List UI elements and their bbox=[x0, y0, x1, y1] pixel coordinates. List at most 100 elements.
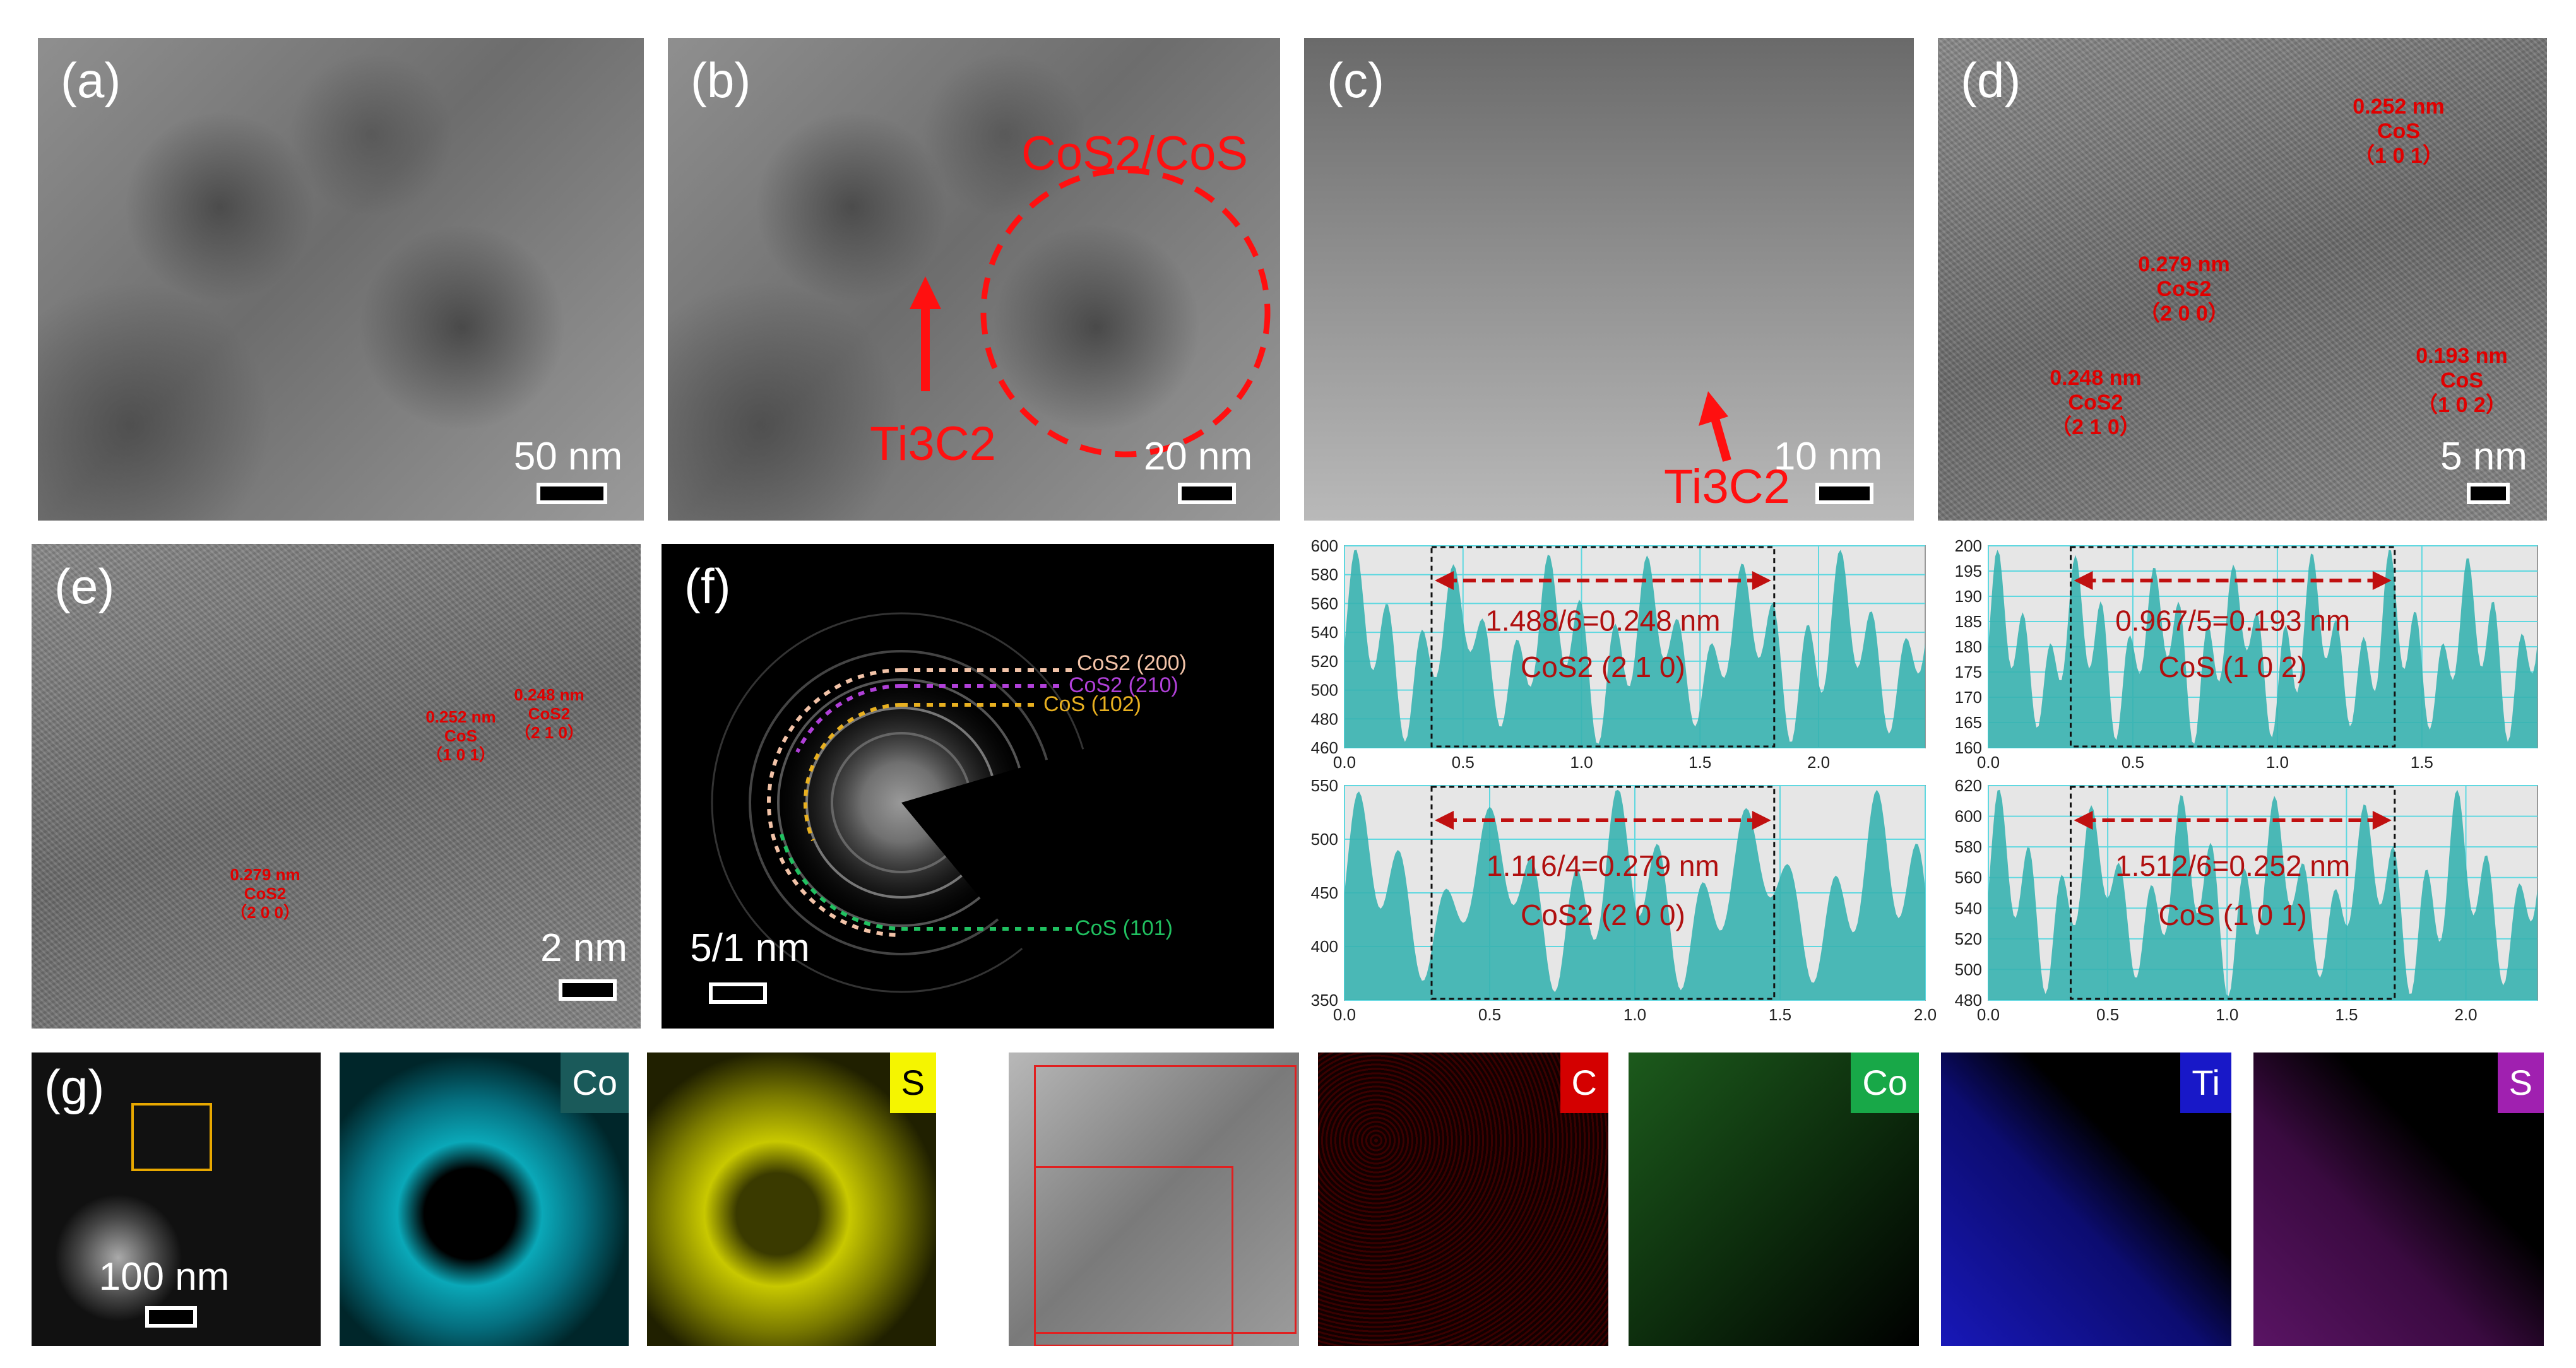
x-tick-label: 1.0 bbox=[2216, 1005, 2238, 1024]
y-tick-label: 190 bbox=[1955, 587, 1982, 606]
panel-f: (f) CoS2 (200) CoS2 (210) CoS (102) CoS … bbox=[662, 544, 1274, 1029]
scale-bar bbox=[537, 483, 607, 504]
panel-a: (a) 50 nm bbox=[38, 38, 644, 521]
x-tick-label: 0.5 bbox=[1478, 1005, 1501, 1024]
lattice-annotation: 0.248 nm CoS2 （2 1 0） bbox=[2050, 366, 2142, 440]
sem-image bbox=[1009, 1053, 1299, 1346]
panel-label: (f) bbox=[684, 558, 731, 614]
ring-label: CoS2 (210) bbox=[1069, 673, 1178, 697]
x-tick-label: 1.0 bbox=[2266, 753, 2289, 772]
map-co-2: Co bbox=[1629, 1053, 1919, 1346]
panel-label: (g) bbox=[44, 1059, 105, 1115]
profile-area bbox=[1988, 789, 2537, 1000]
map-s: S bbox=[647, 1053, 936, 1346]
ring-label: CoS (102) bbox=[1043, 692, 1141, 716]
measure-formula: 1.116/4=0.279 nm bbox=[1487, 849, 1719, 882]
panel-label: (a) bbox=[61, 52, 121, 108]
y-tick-label: 480 bbox=[1311, 709, 1338, 728]
lattice-annotation: 0.279 nm CoS2 （2 0 0） bbox=[2138, 252, 2230, 326]
panel-b: (b) CoS2/CoS Ti3C2 20 nm bbox=[668, 38, 1280, 521]
y-tick-label: 350 bbox=[1311, 991, 1338, 1010]
arrow-head bbox=[1752, 571, 1771, 590]
element-tag: Co bbox=[1851, 1053, 1919, 1113]
element-tag: Ti bbox=[2180, 1053, 2231, 1113]
lattice-annotation: 0.252 nm CoS （1 0 1） bbox=[425, 707, 496, 764]
x-tick-label: 0.0 bbox=[1977, 1005, 2000, 1024]
phase-label: CoS2 (2 1 0) bbox=[1521, 651, 1685, 683]
scale-bar bbox=[1815, 483, 1873, 504]
arrow-head bbox=[1435, 811, 1454, 830]
element-tag: C bbox=[1560, 1053, 1608, 1113]
ring-label: CoS2/CoS bbox=[1021, 127, 1249, 180]
y-tick-label: 165 bbox=[1955, 713, 1982, 732]
y-tick-label: 500 bbox=[1311, 681, 1338, 700]
ring-label: CoS2 (200) bbox=[1077, 651, 1187, 675]
x-tick-label: 1.5 bbox=[1769, 1005, 1791, 1024]
x-tick-label: 0.0 bbox=[1333, 1005, 1356, 1024]
y-tick-label: 185 bbox=[1955, 612, 1982, 631]
ring-label: CoS (101) bbox=[1075, 916, 1173, 940]
panel-e: (e) 0.252 nm CoS （1 0 1） 0.248 nm CoS2 （2 1 … bbox=[32, 544, 641, 1029]
x-tick-label: 1.0 bbox=[1623, 1005, 1646, 1024]
y-tick-label: 560 bbox=[1955, 868, 1982, 887]
arrow-head bbox=[2074, 571, 2093, 590]
measure-formula: 0.967/5=0.193 nm bbox=[2115, 604, 2350, 637]
y-tick-label: 520 bbox=[1311, 652, 1338, 671]
y-tick-label: 200 bbox=[1955, 536, 1982, 555]
y-tick-label: 540 bbox=[1955, 899, 1982, 917]
panel-g-haadf: (g) 100 nm bbox=[32, 1053, 321, 1346]
panel-label: (b) bbox=[691, 52, 751, 108]
scale-bar-label: 10 nm bbox=[1773, 435, 1883, 478]
profile-area bbox=[1988, 550, 2537, 748]
y-tick-label: 520 bbox=[1955, 929, 1982, 948]
ti3c2-label: Ti3C2 bbox=[870, 417, 996, 471]
x-tick-label: 2.0 bbox=[2454, 1005, 2477, 1024]
phase-label: CoS (1 0 2) bbox=[2159, 651, 2307, 683]
ring-and-arrow bbox=[910, 167, 1271, 457]
panel-label: (d) bbox=[1961, 52, 2021, 108]
scale-bar bbox=[2467, 483, 2510, 504]
y-tick-label: 580 bbox=[1311, 565, 1338, 584]
y-tick-label: 170 bbox=[1955, 688, 1982, 707]
arrow-head bbox=[1435, 571, 1454, 590]
y-tick-label: 450 bbox=[1311, 883, 1338, 902]
ti3c2-label: Ti3C2 bbox=[1664, 460, 1790, 514]
arrow-head bbox=[2372, 571, 2392, 590]
y-tick-label: 500 bbox=[1311, 830, 1338, 849]
y-tick-label: 550 bbox=[1311, 776, 1338, 795]
scale-bar-label: 100 nm bbox=[98, 1255, 230, 1299]
profile-area bbox=[1344, 789, 1925, 1000]
y-tick-label: 160 bbox=[1955, 738, 1982, 757]
map-ti: Ti bbox=[1941, 1053, 2231, 1346]
scale-bar-label: 5 nm bbox=[2440, 435, 2527, 478]
y-tick-label: 500 bbox=[1955, 960, 1982, 979]
x-tick-label: 1.5 bbox=[2411, 753, 2433, 772]
scale-bar-label: 50 nm bbox=[513, 435, 623, 478]
profile-area bbox=[1344, 550, 1925, 748]
measure-box bbox=[2070, 546, 2396, 748]
measure-box bbox=[1430, 546, 1776, 748]
panel-label: (e) bbox=[54, 558, 115, 614]
arrow-head bbox=[2372, 811, 2392, 830]
y-tick-label: 195 bbox=[1955, 562, 1982, 581]
element-tag: S bbox=[889, 1053, 936, 1113]
ti3c2-arrow bbox=[1699, 391, 1731, 462]
lattice-annotation: 0.193 nm CoS （1 0 2） bbox=[2416, 344, 2508, 418]
scale-bar bbox=[559, 979, 617, 1001]
y-tick-label: 460 bbox=[1311, 738, 1338, 757]
measure-box bbox=[1430, 786, 1776, 1000]
y-tick-label: 175 bbox=[1955, 663, 1982, 681]
x-tick-label: 0.5 bbox=[2122, 753, 2144, 772]
measure-formula: 1.512/6=0.252 nm bbox=[2115, 849, 2350, 882]
x-tick-label: 2.0 bbox=[1914, 1005, 1937, 1024]
y-tick-label: 480 bbox=[1955, 991, 1982, 1010]
panel-d: (d) 0.252 nm CoS （1 0 1） 0.279 nm CoS2 （2 0 … bbox=[1938, 38, 2547, 521]
scale-bar bbox=[145, 1306, 197, 1328]
y-tick-label: 400 bbox=[1311, 937, 1338, 956]
x-tick-label: 0.5 bbox=[1452, 753, 1475, 772]
x-tick-label: 0.0 bbox=[1333, 753, 1356, 772]
map-s-2: S bbox=[2253, 1053, 2544, 1346]
element-tag: S bbox=[2497, 1053, 2544, 1113]
arrow-head bbox=[1752, 811, 1771, 830]
